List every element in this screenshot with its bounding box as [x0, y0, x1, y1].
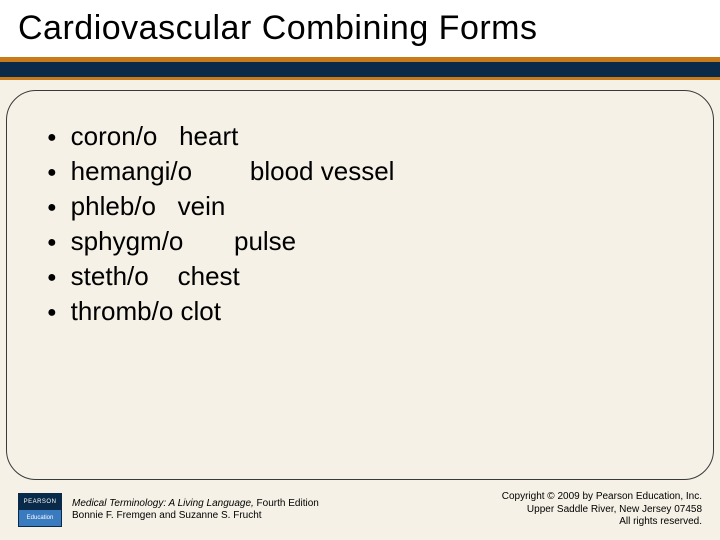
term-form: phleb/o	[71, 189, 156, 224]
book-authors: Bonnie F. Fremgen and Suzanne S. Frucht	[72, 510, 319, 523]
header-underband	[0, 62, 720, 80]
term-form: coron/o	[71, 119, 158, 154]
term-spacer	[192, 154, 250, 189]
page-title: Cardiovascular Combining Forms	[18, 9, 538, 48]
book-title: Medical Terminology: A Living Language,	[72, 498, 254, 509]
term-meaning: chest	[178, 259, 240, 294]
term-spacer	[149, 259, 178, 294]
content-frame: ● coron/o heart ● hemangi/o blood vessel…	[6, 90, 714, 480]
term-list: ● coron/o heart ● hemangi/o blood vessel…	[47, 119, 673, 330]
header-top: Cardiovascular Combining Forms	[0, 0, 720, 62]
term-form: sphygm/o	[71, 224, 184, 259]
list-item: ● thromb/o clot	[47, 294, 673, 329]
term-spacer	[183, 224, 234, 259]
copyright-line: Copyright © 2009 by Pearson Education, I…	[502, 491, 702, 504]
footer-right: Copyright © 2009 by Pearson Education, I…	[502, 491, 702, 529]
term-spacer	[157, 119, 179, 154]
bullet-icon: ●	[47, 162, 57, 184]
bullet-icon: ●	[47, 267, 57, 289]
list-item: ● coron/o heart	[47, 119, 673, 154]
book-title-line: Medical Terminology: A Living Language, …	[72, 498, 319, 511]
logo-bottom-text: Education	[19, 510, 61, 526]
publisher-logo: PEARSON Education	[18, 493, 62, 527]
term-spacer	[156, 189, 178, 224]
term-meaning: pulse	[234, 224, 296, 259]
footer-left: PEARSON Education Medical Terminology: A…	[18, 493, 319, 527]
term-meaning: vein	[178, 189, 226, 224]
rights-line: All rights reserved.	[502, 516, 702, 529]
term-form: steth/o	[71, 259, 149, 294]
bullet-icon: ●	[47, 197, 57, 219]
footer: PEARSON Education Medical Terminology: A…	[0, 488, 720, 540]
list-item: ● steth/o chest	[47, 259, 673, 294]
term-meaning: clot	[181, 294, 221, 329]
book-edition: Fourth Edition	[254, 498, 319, 509]
list-item: ● phleb/o vein	[47, 189, 673, 224]
term-form: hemangi/o	[71, 154, 192, 189]
term-meaning: heart	[179, 119, 238, 154]
list-item: ● sphygm/o pulse	[47, 224, 673, 259]
term-spacer	[173, 294, 180, 329]
logo-top-text: PEARSON	[19, 494, 61, 510]
term-form: thromb/o	[71, 294, 174, 329]
bullet-icon: ●	[47, 127, 57, 149]
list-item: ● hemangi/o blood vessel	[47, 154, 673, 189]
bullet-icon: ●	[47, 232, 57, 254]
bullet-icon: ●	[47, 302, 57, 324]
term-meaning: blood vessel	[250, 154, 395, 189]
address-line: Upper Saddle River, New Jersey 07458	[502, 504, 702, 517]
book-info: Medical Terminology: A Living Language, …	[72, 498, 319, 523]
header-band: Cardiovascular Combining Forms	[0, 0, 720, 88]
